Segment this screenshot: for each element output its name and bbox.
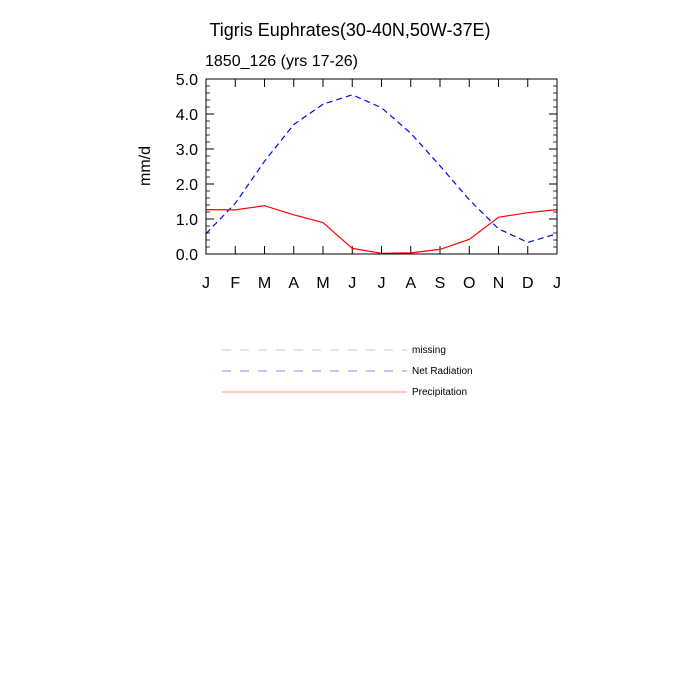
axis-ticks: 0.01.02.03.04.05.0J F M A M J J A S O N D J xyxy=(176,72,561,292)
x-tick-label: A xyxy=(405,275,416,292)
legend-label: Net Radiation xyxy=(412,366,473,377)
series-line-net-radiation xyxy=(205,94,558,244)
legend-label: Precipitation xyxy=(412,387,467,398)
plot-frame xyxy=(205,78,558,255)
x-tick-label: M xyxy=(316,275,329,292)
legend-label: missing xyxy=(412,345,446,356)
series-group xyxy=(205,94,558,254)
legend: missing Net Radiation Precipitation xyxy=(222,345,473,398)
y-tick-label: 4.0 xyxy=(176,107,198,124)
x-tick-label: F xyxy=(230,275,240,292)
x-tick-label: A xyxy=(288,275,299,292)
x-tick-label: J xyxy=(378,275,386,292)
x-tick-label: J xyxy=(553,275,561,292)
x-tick-label: J xyxy=(348,275,356,292)
y-tick-label: 5.0 xyxy=(176,72,198,89)
x-tick-label: J xyxy=(202,275,210,292)
y-tick-label: 3.0 xyxy=(176,142,198,159)
x-tick-label: O xyxy=(463,275,475,292)
x-tick-label: D xyxy=(522,275,534,292)
chart-subtitle: 1850_126 (yrs 17-26) xyxy=(205,53,358,70)
series-line-precipitation xyxy=(205,205,558,254)
x-tick-label: M xyxy=(258,275,271,292)
y-axis-label: mm/d xyxy=(137,146,154,186)
y-tick-label: 0.0 xyxy=(176,247,198,264)
chart-title: Tigris Euphrates(30-40N,50W-37E) xyxy=(209,20,490,40)
x-tick-label: S xyxy=(435,275,446,292)
y-tick-label: 2.0 xyxy=(176,177,198,194)
y-tick-label: 1.0 xyxy=(176,212,198,229)
x-tick-label: N xyxy=(493,275,505,292)
